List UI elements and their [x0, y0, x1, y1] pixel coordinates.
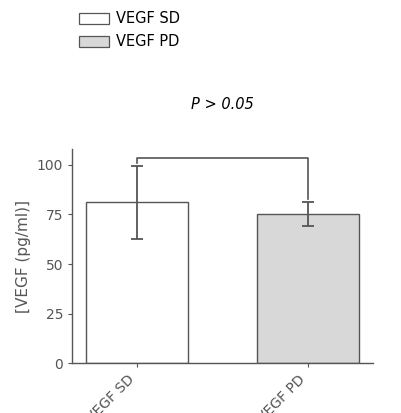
Bar — [86, 202, 188, 363]
Y-axis label: [VEGF (pg/ml)]: [VEGF (pg/ml)] — [16, 199, 31, 313]
Bar — [257, 214, 359, 363]
Text: P > 0.05: P > 0.05 — [191, 97, 254, 112]
Legend: VEGF SD, VEGF PD: VEGF SD, VEGF PD — [79, 12, 180, 50]
